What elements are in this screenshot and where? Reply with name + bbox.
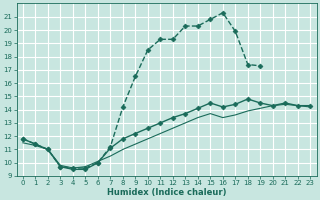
X-axis label: Humidex (Indice chaleur): Humidex (Indice chaleur) bbox=[107, 188, 226, 197]
